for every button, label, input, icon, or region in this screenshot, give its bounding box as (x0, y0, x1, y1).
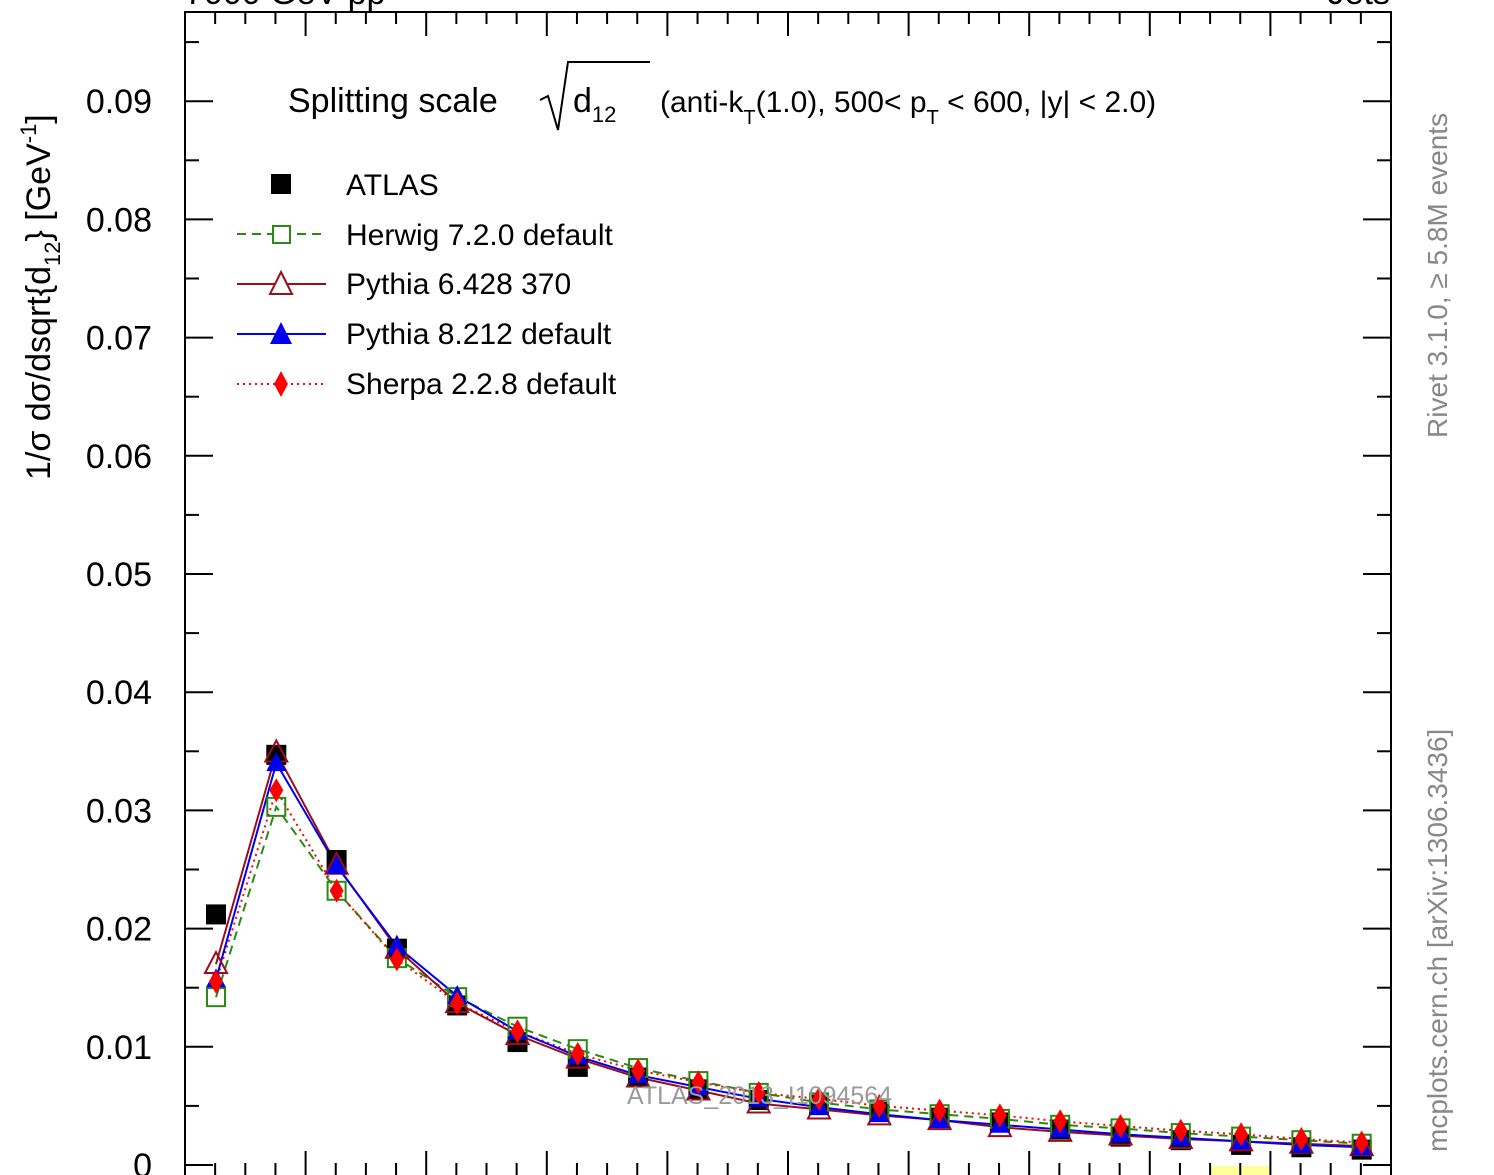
data-point-pythia8 (266, 752, 287, 772)
legend-label-sherpa: Sherpa 2.2.8 default (346, 368, 617, 401)
data-point-sherpa (570, 1041, 585, 1066)
rivet-label: Rivet 3.1.0, ≥ 5.8M events (1422, 113, 1453, 438)
data-point-sherpa (1173, 1118, 1188, 1143)
sqrt-sign (539, 61, 650, 131)
data-point-sherpa (751, 1080, 766, 1105)
mcplots-label: mcplots.cern.ch [arXiv:1306.3436] (1422, 729, 1453, 1152)
legend-entry-pythia6: Pythia 6.428 370 (237, 268, 571, 301)
header-left-text: 7000 GeV pp (185, 0, 385, 12)
chart-title: Splitting scale d12 (anti-kT(1.0), 500< … (288, 61, 1156, 131)
y-tick-label: 0.06 (86, 438, 152, 476)
data-point-pythia6 (1228, 1127, 1254, 1152)
y-tick-label: 0.07 (86, 320, 152, 358)
data-point-pythia6 (926, 1105, 953, 1131)
legend-marker-pythia6 (268, 269, 294, 295)
legend-label-pythia6: Pythia 6.428 370 (346, 268, 571, 301)
y-tick-label: 0.01 (86, 1029, 152, 1067)
data-point-sherpa (209, 969, 223, 994)
legend-marker-pythia8 (270, 322, 292, 344)
legend-label-atlas: ATLAS (346, 169, 439, 202)
legend-entry-sherpa: Sherpa 2.2.8 default (237, 368, 617, 401)
data-point-sherpa (1234, 1122, 1249, 1147)
y-tick-label: 0.02 (86, 911, 152, 949)
legend-label-pythia8: Pythia 8.212 default (346, 318, 612, 351)
data-point-sherpa (872, 1093, 887, 1118)
data-point-sherpa (932, 1098, 947, 1123)
data-point-sherpa (329, 878, 344, 903)
title-selection: (anti-kT(1.0), 500< pT < 600, |y| < 2.0) (660, 86, 1156, 129)
data-point-sherpa (1294, 1126, 1309, 1151)
data-point-sherpa (269, 778, 284, 803)
series-line-herwig (215, 804, 1362, 1145)
legend-marker-herwig (272, 225, 291, 244)
header-right-text: Jets (1328, 0, 1390, 12)
y-tick-labels: 0 0.01 0.02 0.03 0.04 0.05 0.06 0.07 0.08 0.09 (86, 83, 152, 1175)
data-point-sherpa (510, 1019, 525, 1044)
data-point-sherpa (992, 1103, 1007, 1128)
y-tick-label: 0.03 (86, 792, 152, 830)
y-tick-label: 0 (133, 1147, 152, 1175)
data-point-sherpa (1053, 1109, 1068, 1134)
legend-entry-atlas: ATLAS (271, 169, 439, 202)
data-point-sherpa (631, 1058, 646, 1083)
data-point-pythia8 (326, 854, 347, 874)
y-tick-label: 0.05 (86, 556, 152, 594)
data-point-sherpa (450, 991, 465, 1016)
data-point-sherpa (691, 1070, 706, 1095)
title-main: Splitting scale (288, 82, 498, 120)
y-axis-label: 1/σ dσ/dsqrt{d12} [GeV-1] (16, 114, 65, 480)
y-tick-label: 0.04 (86, 674, 152, 712)
legend: ATLAS Herwig 7.2.0 default Pythia 6.428 … (237, 169, 617, 401)
legend-entry-pythia8: Pythia 8.212 default (237, 318, 612, 351)
series-line-sherpa (215, 787, 1362, 1144)
y-tick-label: 0.08 (86, 201, 152, 239)
data-point-sherpa (1113, 1113, 1128, 1138)
data-point-sherpa (389, 947, 404, 972)
legend-label-herwig: Herwig 7.2.0 default (346, 219, 613, 252)
data-point-atlas (206, 904, 226, 925)
series-layer (203, 738, 1375, 1160)
axis-ticks (184, 12, 1392, 1175)
data-point-sherpa (812, 1086, 826, 1111)
legend-marker-atlas (271, 174, 291, 194)
data-point-sherpa (1354, 1130, 1369, 1155)
legend-marker-sherpa (274, 371, 288, 397)
analysis-watermark: ATLAS_2013_I1094564 (627, 1082, 892, 1110)
data-point-pythia8 (386, 935, 407, 955)
y-tick-label: 0.09 (86, 83, 152, 121)
title-variable: d12 (573, 82, 616, 127)
legend-entry-herwig: Herwig 7.2.0 default (237, 219, 613, 252)
